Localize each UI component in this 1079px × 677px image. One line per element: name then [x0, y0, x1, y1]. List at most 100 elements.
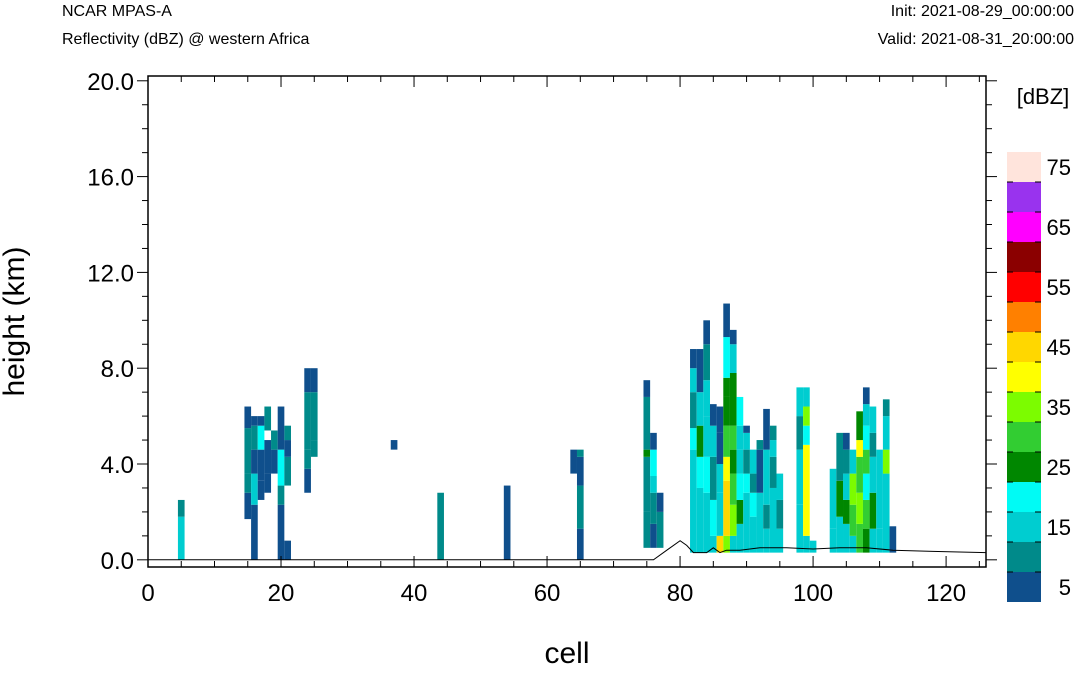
- reflectivity-cell: [776, 473, 784, 500]
- reflectivity-cell: [709, 404, 717, 426]
- reflectivity-cell: [796, 416, 804, 450]
- reflectivity-cell: [244, 428, 252, 474]
- terrain-line: [148, 540, 987, 561]
- reflectivity-cell: [769, 456, 777, 488]
- reflectivity-cell: [843, 473, 850, 500]
- reflectivity-cell: [310, 392, 318, 441]
- reflectivity-cell: [776, 528, 784, 553]
- colorbar-swatch: [1007, 332, 1041, 362]
- reflectivity-cell: [882, 449, 890, 474]
- reflectivity-cell: [277, 504, 285, 560]
- init-time-label: Init: 2021-08-29_00:00:00: [890, 3, 1074, 20]
- reflectivity-cell: [776, 499, 784, 529]
- reflectivity-cell: [244, 492, 252, 520]
- reflectivity-cell: [829, 468, 837, 529]
- reflectivity-cell: [576, 456, 584, 486]
- reflectivity-cell: [856, 411, 863, 441]
- reflectivity-cell: [570, 449, 577, 474]
- reflectivity-cell: [729, 425, 737, 450]
- reflectivity-cell: [856, 492, 863, 524]
- reflectivity-cell: [284, 440, 291, 457]
- reflectivity-cell: [743, 432, 750, 450]
- valid-time-label: Valid: 2021-08-31_20:00:00: [877, 31, 1074, 48]
- reflectivity-cell: [876, 528, 883, 553]
- colorbar-swatch: [1007, 272, 1041, 302]
- reflectivity-cell: [716, 406, 724, 433]
- reflectivity-cell: [769, 425, 777, 441]
- reflectivity-cell: [709, 535, 717, 553]
- reflectivity-cell: [437, 492, 444, 560]
- colorbar-swatch: [1007, 572, 1041, 602]
- colorbar-swatch: [1007, 152, 1041, 182]
- reflectivity-cell: [803, 535, 810, 553]
- reflectivity-cell: [882, 473, 890, 553]
- reflectivity-cell: [723, 396, 730, 426]
- reflectivity-cell: [729, 504, 737, 536]
- colorbar-label: 75: [1047, 155, 1071, 180]
- reflectivity-cell: [696, 425, 704, 457]
- reflectivity-cell: [749, 516, 757, 553]
- reflectivity-cell: [503, 485, 511, 560]
- reflectivity-cell: [251, 425, 258, 450]
- reflectivity-cell: [277, 406, 285, 450]
- reflectivity-cell: [736, 449, 744, 474]
- reflectivity-cell: [310, 368, 318, 393]
- reflectivity-cell: [763, 504, 770, 529]
- reflectivity-cell: [862, 528, 870, 553]
- reflectivity-cell: [650, 523, 657, 548]
- reflectivity-cell: [703, 344, 710, 381]
- reflectivity-cell: [749, 449, 757, 474]
- reflectivity-cell: [709, 499, 717, 536]
- reflectivity-cell: [803, 387, 810, 407]
- reflectivity-cell: [696, 349, 704, 393]
- reflectivity-cell: [729, 535, 737, 553]
- reflectivity-cell: [723, 337, 730, 378]
- reflectivity-cell: [843, 449, 850, 474]
- reflectivity-cells: [177, 303, 897, 560]
- y-tick-label: 0.0: [101, 548, 134, 575]
- reflectivity-cell: [862, 449, 870, 474]
- reflectivity-cell: [736, 499, 744, 524]
- reflectivity-cell: [882, 416, 890, 450]
- colorbar: 5 15 25 35 45 55 65 75: [1007, 152, 1071, 602]
- reflectivity-cell: [763, 528, 770, 553]
- reflectivity-cell: [869, 492, 877, 529]
- reflectivity-cell: [769, 440, 777, 457]
- reflectivity-cell: [310, 440, 318, 457]
- reflectivity-cell: [703, 416, 710, 457]
- reflectivity-cell: [696, 392, 704, 426]
- colorbar-label: 55: [1047, 275, 1071, 300]
- reflectivity-cell: [769, 487, 777, 553]
- reflectivity-cell: [843, 499, 850, 524]
- reflectivity-cell: [796, 387, 804, 417]
- reflectivity-cell: [576, 528, 584, 560]
- reflectivity-cell: [796, 449, 804, 505]
- reflectivity-cell: [257, 480, 265, 500]
- colorbar-label: 5: [1059, 575, 1071, 600]
- reflectivity-cell: [869, 456, 877, 493]
- reflectivity-cell: [251, 449, 258, 474]
- reflectivity-cell: [716, 535, 724, 553]
- reflectivity-cell: [656, 511, 664, 548]
- x-tick-label: 20: [268, 580, 295, 607]
- reflectivity-cell: [703, 380, 710, 417]
- colorbar-swatch: [1007, 452, 1041, 482]
- reflectivity-cell: [690, 349, 697, 369]
- reflectivity-cell: [264, 473, 272, 493]
- reflectivity-cell: [862, 387, 870, 405]
- reflectivity-cell: [836, 516, 844, 553]
- reflectivity-cell: [643, 380, 651, 397]
- reflectivity-cell: [756, 492, 764, 553]
- reflectivity-cell: [703, 320, 710, 345]
- reflectivity-cell: [729, 449, 737, 474]
- reflectivity-cell: [849, 535, 857, 553]
- reflectivity-cell: [723, 303, 730, 338]
- reflectivity-cell: [723, 456, 730, 481]
- reflectivity-cell: [803, 425, 810, 445]
- reflectivity-cell: [703, 456, 710, 493]
- reflectivity-cell: [716, 464, 724, 493]
- reflectivity-cell: [690, 449, 697, 553]
- reflectivity-cell: [264, 406, 272, 431]
- reflectivity-cell: [723, 480, 730, 536]
